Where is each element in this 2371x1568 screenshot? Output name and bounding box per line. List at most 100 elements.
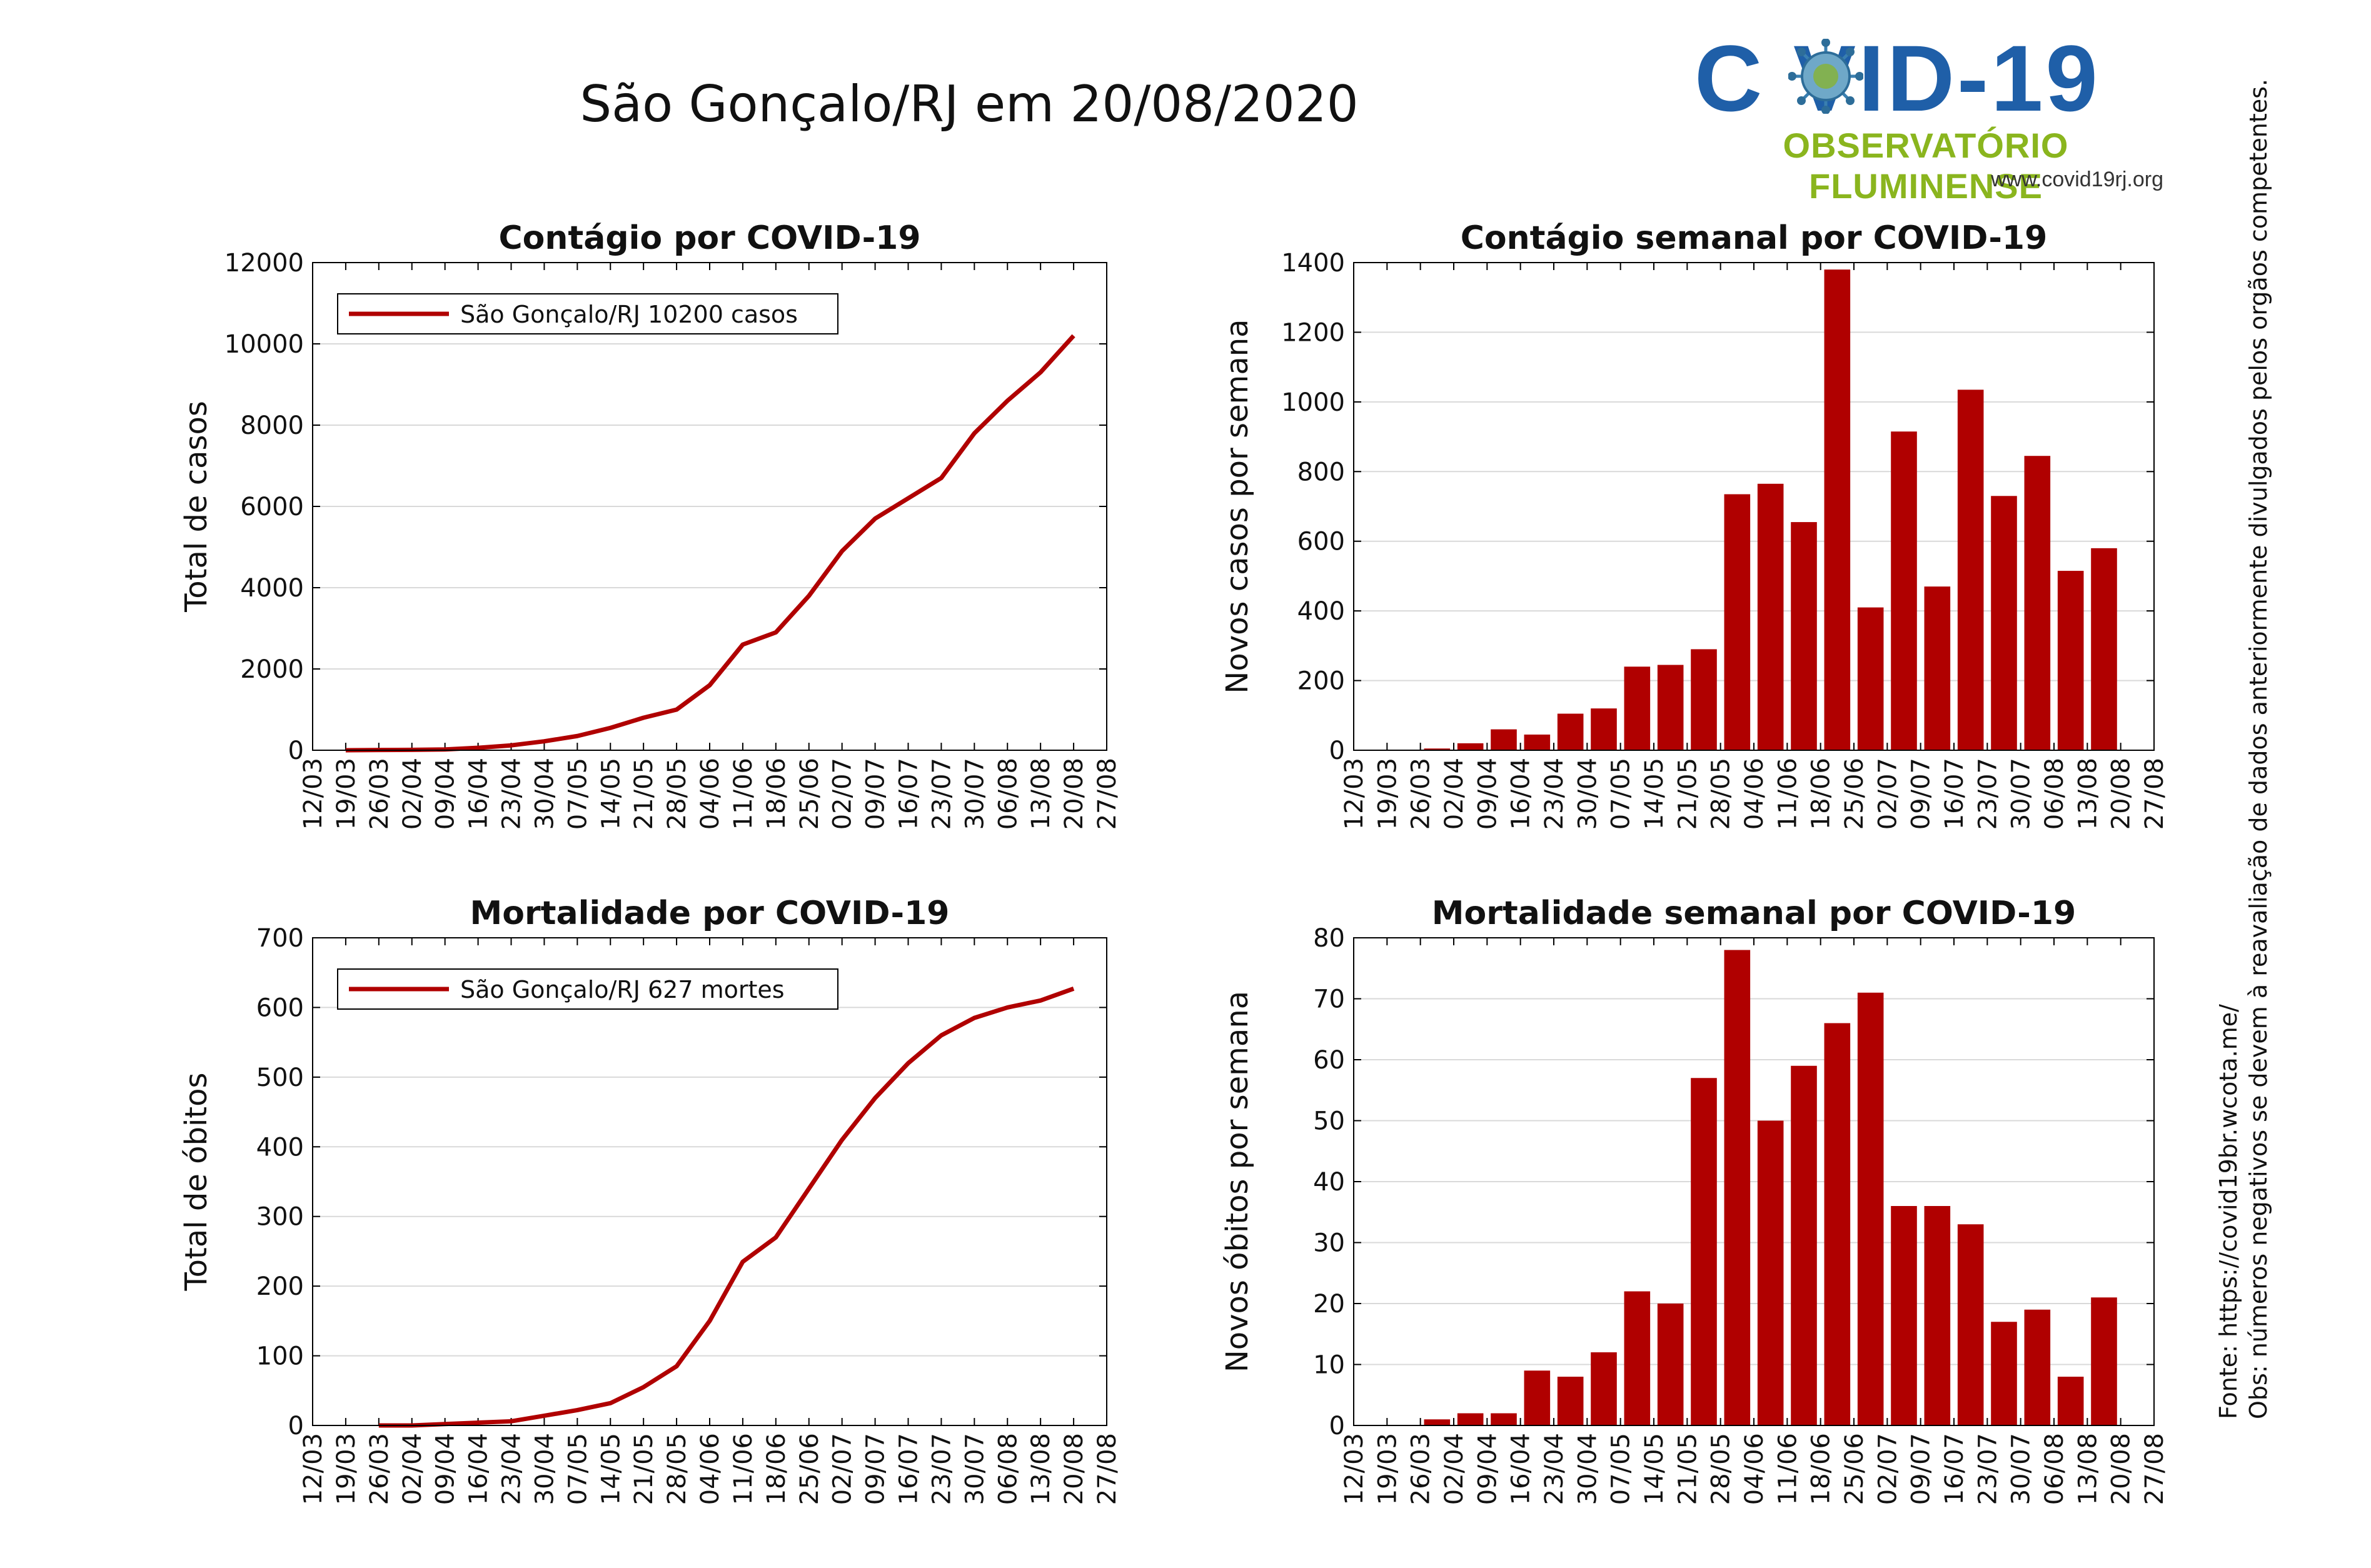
y-tick-label: 10000 (224, 330, 304, 359)
x-tick-label: 30/04 (530, 758, 559, 830)
x-tick-label: 07/05 (563, 1433, 592, 1505)
y-tick-label: 0 (1329, 1412, 1345, 1440)
x-tick-label: 02/04 (398, 758, 427, 830)
x-tick-label: 27/08 (1093, 1433, 1122, 1505)
bar (1957, 389, 1984, 750)
bar (1991, 496, 2017, 750)
x-tick-label: 11/06 (729, 1433, 758, 1505)
bar (1691, 649, 1717, 750)
page-title: São Gonçalo/RJ em 20/08/2020 (580, 75, 1359, 133)
y-axis-label: Novos casos por semana (1220, 319, 1255, 693)
x-tick-label: 28/05 (1707, 1433, 1736, 1505)
x-tick-label: 14/05 (1640, 1433, 1669, 1505)
x-tick-label: 11/06 (1773, 758, 1802, 830)
x-tick-label: 26/03 (365, 1433, 394, 1505)
chart-title: Mortalidade semanal por COVID-19 (1432, 895, 2076, 932)
bar (1591, 1352, 1617, 1425)
y-tick-label: 40 (1313, 1168, 1345, 1197)
y-tick-label: 1000 (1281, 388, 1345, 417)
bar (1624, 1291, 1651, 1425)
x-tick-label: 26/03 (1407, 1433, 1436, 1505)
x-tick-label: 18/06 (762, 1433, 791, 1505)
y-tick-label: 600 (256, 993, 304, 1022)
x-tick-label: 12/03 (299, 758, 328, 830)
plot-frame (312, 937, 1107, 1426)
x-tick-label: 16/04 (465, 1433, 493, 1505)
y-tick-label: 70 (1313, 985, 1345, 1014)
bar (1724, 950, 1751, 1425)
x-tick-label: 11/06 (1773, 1433, 1802, 1505)
y-axis-label: Total de casos (179, 401, 214, 613)
series-line (378, 987, 1075, 1428)
y-tick-label: 4000 (240, 574, 304, 603)
bar (2057, 1377, 2084, 1425)
x-tick-label: 16/07 (1940, 1433, 1969, 1505)
y-tick-label: 1400 (1281, 249, 1345, 278)
y-tick-label: 700 (256, 924, 304, 953)
x-tick-label: 02/07 (828, 758, 857, 830)
bar (1424, 1419, 1451, 1425)
legend-box (337, 293, 838, 334)
legend-label: São Gonçalo/RJ 627 mortes (460, 976, 785, 1003)
x-tick-label: 12/03 (299, 1433, 328, 1505)
x-tick-label: 28/05 (663, 1433, 692, 1505)
x-tick-label: 13/08 (2073, 1433, 2102, 1505)
x-tick-label: 04/06 (696, 758, 725, 830)
cases-weekly-chart: Contágio semanal por COVID-19 0 200 400 600 8… (1220, 219, 2169, 830)
bar (1824, 269, 1851, 751)
x-tick-label: 07/05 (1607, 1433, 1636, 1505)
x-tick-label: 06/08 (994, 1433, 1022, 1505)
y-tick-label: 600 (1297, 528, 1345, 556)
bar (1957, 1224, 1984, 1425)
x-tick-label: 23/04 (498, 1433, 526, 1505)
x-tick-label: 23/04 (1540, 1433, 1569, 1505)
x-tick-label: 06/08 (2040, 758, 2069, 830)
x-tick-label: 20/08 (1060, 1433, 1089, 1505)
x-tick-label: 20/08 (2107, 1433, 2136, 1505)
bar (1991, 1322, 2017, 1425)
logo-wordmark: C VID-19 (1694, 26, 2100, 131)
x-tick-label: 06/08 (2040, 1433, 2069, 1505)
source-note: Fonte: https://covid19br.wcota.me/ (2215, 1004, 2242, 1419)
obs-note: Obs: números negativos se devem à reaval… (2245, 78, 2272, 1419)
bar (1757, 483, 1784, 750)
x-tick-label: 16/04 (1507, 1433, 1536, 1505)
bar (1657, 1304, 1684, 1425)
chart-title: Contágio semanal por COVID-19 (1461, 219, 2048, 257)
y-tick-label: 0 (1329, 736, 1345, 765)
logo-url: www.covid19rj.org (1991, 168, 2163, 191)
x-tick-label: 13/08 (1027, 758, 1055, 830)
y-tick-label: 2000 (240, 655, 304, 684)
y-tick-label: 12000 (224, 249, 304, 278)
x-tick-label: 18/06 (1807, 1433, 1836, 1505)
y-tick-label: 50 (1313, 1107, 1345, 1136)
side-note: Fonte: https://covid19br.wcota.me/ Obs: … (2213, 79, 2273, 1419)
x-tick-label: 16/07 (895, 758, 924, 830)
x-tick-label: 23/07 (927, 758, 956, 830)
bar (2024, 1309, 2051, 1425)
bar (2091, 548, 2117, 750)
bar (1491, 1413, 1517, 1425)
x-tick-label: 12/03 (1340, 758, 1369, 830)
x-tick-label: 02/07 (1873, 1433, 1902, 1505)
x-tick-label: 25/06 (795, 758, 824, 830)
y-tick-label: 10 (1313, 1351, 1345, 1380)
bar (1424, 748, 1451, 750)
x-tick-label: 14/05 (597, 758, 625, 830)
cases-total-chart: Contágio por COVID-19 0 2000 4000 6000 8000 10… (179, 219, 1122, 830)
bar (1457, 743, 1484, 750)
x-tick-label: 02/04 (1440, 758, 1469, 830)
x-tick-label: 21/05 (630, 758, 658, 830)
y-tick-label: 400 (1297, 597, 1345, 626)
x-tick-label: 21/05 (1673, 1433, 1702, 1505)
x-tick-label: 20/08 (1060, 758, 1089, 830)
x-tick-label: 09/07 (862, 758, 890, 830)
bar (1891, 431, 1917, 750)
x-tick-label: 28/05 (1707, 758, 1736, 830)
bar (1624, 666, 1651, 750)
bar (1791, 522, 1817, 750)
x-tick-label: 09/04 (431, 758, 460, 830)
x-tick-label: 09/07 (1907, 1433, 1936, 1505)
bar (2091, 1297, 2117, 1425)
bar (1724, 494, 1751, 750)
